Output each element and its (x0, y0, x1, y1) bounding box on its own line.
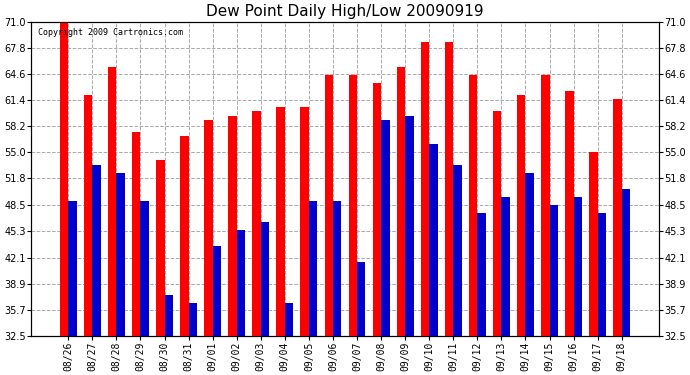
Bar (188, 303, 197, 336)
Bar (381, 120, 390, 336)
Bar (477, 213, 486, 336)
Text: Copyright 2009 Cartronics.com: Copyright 2009 Cartronics.com (38, 28, 183, 37)
Bar (228, 116, 237, 336)
Bar (324, 75, 333, 336)
Bar (517, 95, 526, 336)
Bar (526, 173, 534, 336)
Bar (429, 144, 437, 336)
Bar (357, 262, 366, 336)
Bar (421, 42, 429, 336)
Bar (541, 75, 549, 336)
Bar (68, 201, 77, 336)
Bar (213, 246, 221, 336)
Bar (348, 75, 357, 336)
Bar (117, 173, 125, 336)
Bar (549, 206, 558, 336)
Bar (613, 99, 622, 336)
Bar (333, 201, 342, 336)
Bar (405, 116, 413, 336)
Bar (453, 165, 462, 336)
Bar (92, 165, 101, 336)
Bar (141, 201, 149, 336)
Bar (156, 160, 164, 336)
Bar (573, 197, 582, 336)
Bar (300, 107, 309, 336)
Bar (285, 303, 293, 336)
Bar (84, 95, 92, 336)
Bar (164, 295, 173, 336)
Bar (445, 42, 453, 336)
Bar (108, 67, 117, 336)
Bar (253, 111, 261, 336)
Bar (397, 67, 405, 336)
Bar (60, 22, 68, 336)
Bar (277, 107, 285, 336)
Bar (237, 230, 245, 336)
Bar (622, 189, 630, 336)
Bar (469, 75, 477, 336)
Bar (132, 132, 141, 336)
Bar (598, 213, 606, 336)
Bar (373, 83, 381, 336)
Bar (204, 120, 213, 336)
Bar (589, 152, 598, 336)
Title: Dew Point Daily High/Low 20090919: Dew Point Daily High/Low 20090919 (206, 4, 484, 19)
Bar (493, 111, 502, 336)
Bar (565, 91, 573, 336)
Bar (180, 136, 188, 336)
Bar (309, 201, 317, 336)
Bar (261, 222, 269, 336)
Bar (502, 197, 510, 336)
